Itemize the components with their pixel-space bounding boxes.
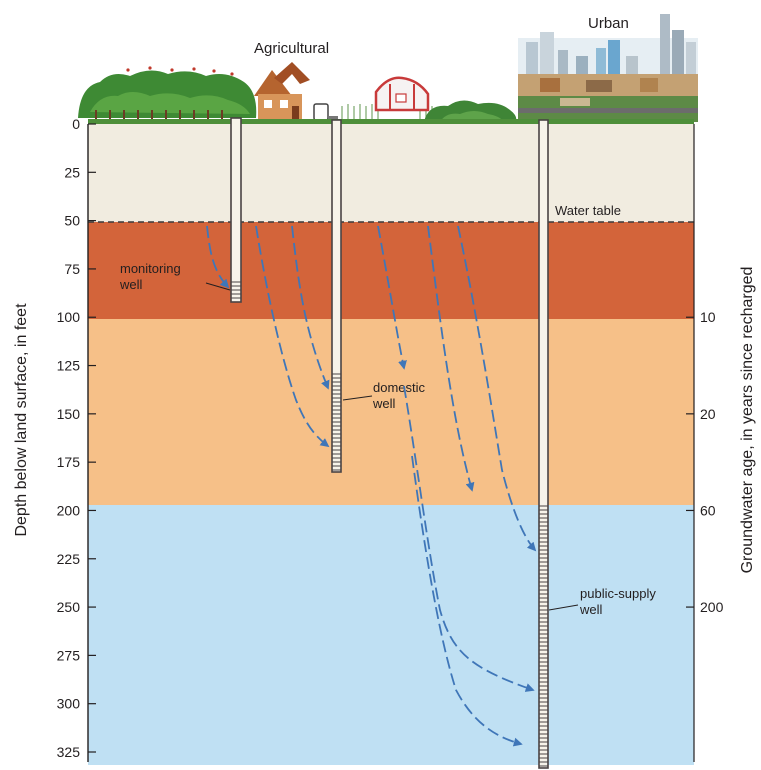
left-axis-title: Depth below land surface, in feet <box>13 303 30 537</box>
depth-tick-label: 300 <box>57 696 81 712</box>
agricultural-label: Agricultural <box>254 40 329 57</box>
age-tick-label: 200 <box>700 599 724 615</box>
barn-icon <box>374 76 430 112</box>
depth-tick-label: 150 <box>57 406 81 422</box>
unsaturated-zone-layer <box>88 124 694 222</box>
age-tick-label: 10 <box>700 309 716 325</box>
crop-field-left <box>78 66 257 122</box>
urban-label: Urban <box>588 15 629 32</box>
depth-tick-label: 75 <box>64 261 80 277</box>
depth-tick-label: 225 <box>57 551 81 567</box>
right-axis-title: Groundwater age, in years since recharge… <box>739 267 756 574</box>
domestic-well <box>331 119 342 473</box>
flow-path-public-3 <box>457 225 537 552</box>
domestic-wellhead-icon <box>313 103 338 121</box>
urban-skyline <box>518 14 698 122</box>
water-table-label: Water table <box>555 203 621 218</box>
public-supply-well <box>538 119 549 769</box>
flow-path-public-2 <box>427 225 475 492</box>
right-age-axis: 10 20 60 200 <box>686 124 724 762</box>
ground-surface-strip <box>88 119 694 124</box>
monitoring-well-label-line2: well <box>119 277 143 292</box>
depth-tick-label: 50 <box>64 213 80 229</box>
flow-path-public-5 <box>411 455 523 747</box>
public-supply-well-label-line1: public-supply <box>580 586 656 601</box>
depth-tick-label: 100 <box>57 309 81 325</box>
age-tick-label: 60 <box>700 502 716 518</box>
left-depth-axis: 0 25 50 75 100 125 150 175 200 225 250 275 300 325 <box>57 116 96 762</box>
well-labels: monitoring well domestic well public-sup… <box>119 261 656 617</box>
shrubs <box>424 100 517 122</box>
depth-tick-label: 250 <box>57 599 81 615</box>
domestic-well-label-line1: domestic <box>373 380 426 395</box>
public-supply-well-leader <box>548 604 579 611</box>
flow-path-to-monitoring-well <box>206 225 230 289</box>
depth-tick-label: 175 <box>57 454 81 470</box>
flow-path-domestic-1 <box>291 225 330 390</box>
public-supply-well-label-line2: well <box>579 602 603 617</box>
subsurface-layers <box>88 124 694 765</box>
flow-paths <box>206 225 537 747</box>
depth-tick-label: 325 <box>57 744 81 760</box>
depth-tick-label: 275 <box>57 647 81 663</box>
flow-path-public-4 <box>403 385 535 692</box>
depth-tick-label: 200 <box>57 502 81 518</box>
farmhouse-icon <box>254 62 310 120</box>
monitoring-well-leader <box>205 282 231 291</box>
old-groundwater-layer <box>88 505 694 765</box>
flow-path-public-1 <box>377 225 407 370</box>
monitoring-well-label-line1: monitoring <box>120 261 181 276</box>
depth-tick-label: 25 <box>64 164 80 180</box>
depth-tick-label: 0 <box>72 116 80 132</box>
domestic-well-leader <box>342 395 373 401</box>
domestic-well-label-line2: well <box>372 396 396 411</box>
age-tick-label: 20 <box>700 406 716 422</box>
flow-path-domestic-2 <box>255 225 330 448</box>
monitoring-well <box>230 117 242 303</box>
intermediate-groundwater-layer <box>88 319 694 505</box>
land-surface-scene: Agricultural Urban <box>78 14 698 124</box>
depth-tick-label: 125 <box>57 358 81 374</box>
